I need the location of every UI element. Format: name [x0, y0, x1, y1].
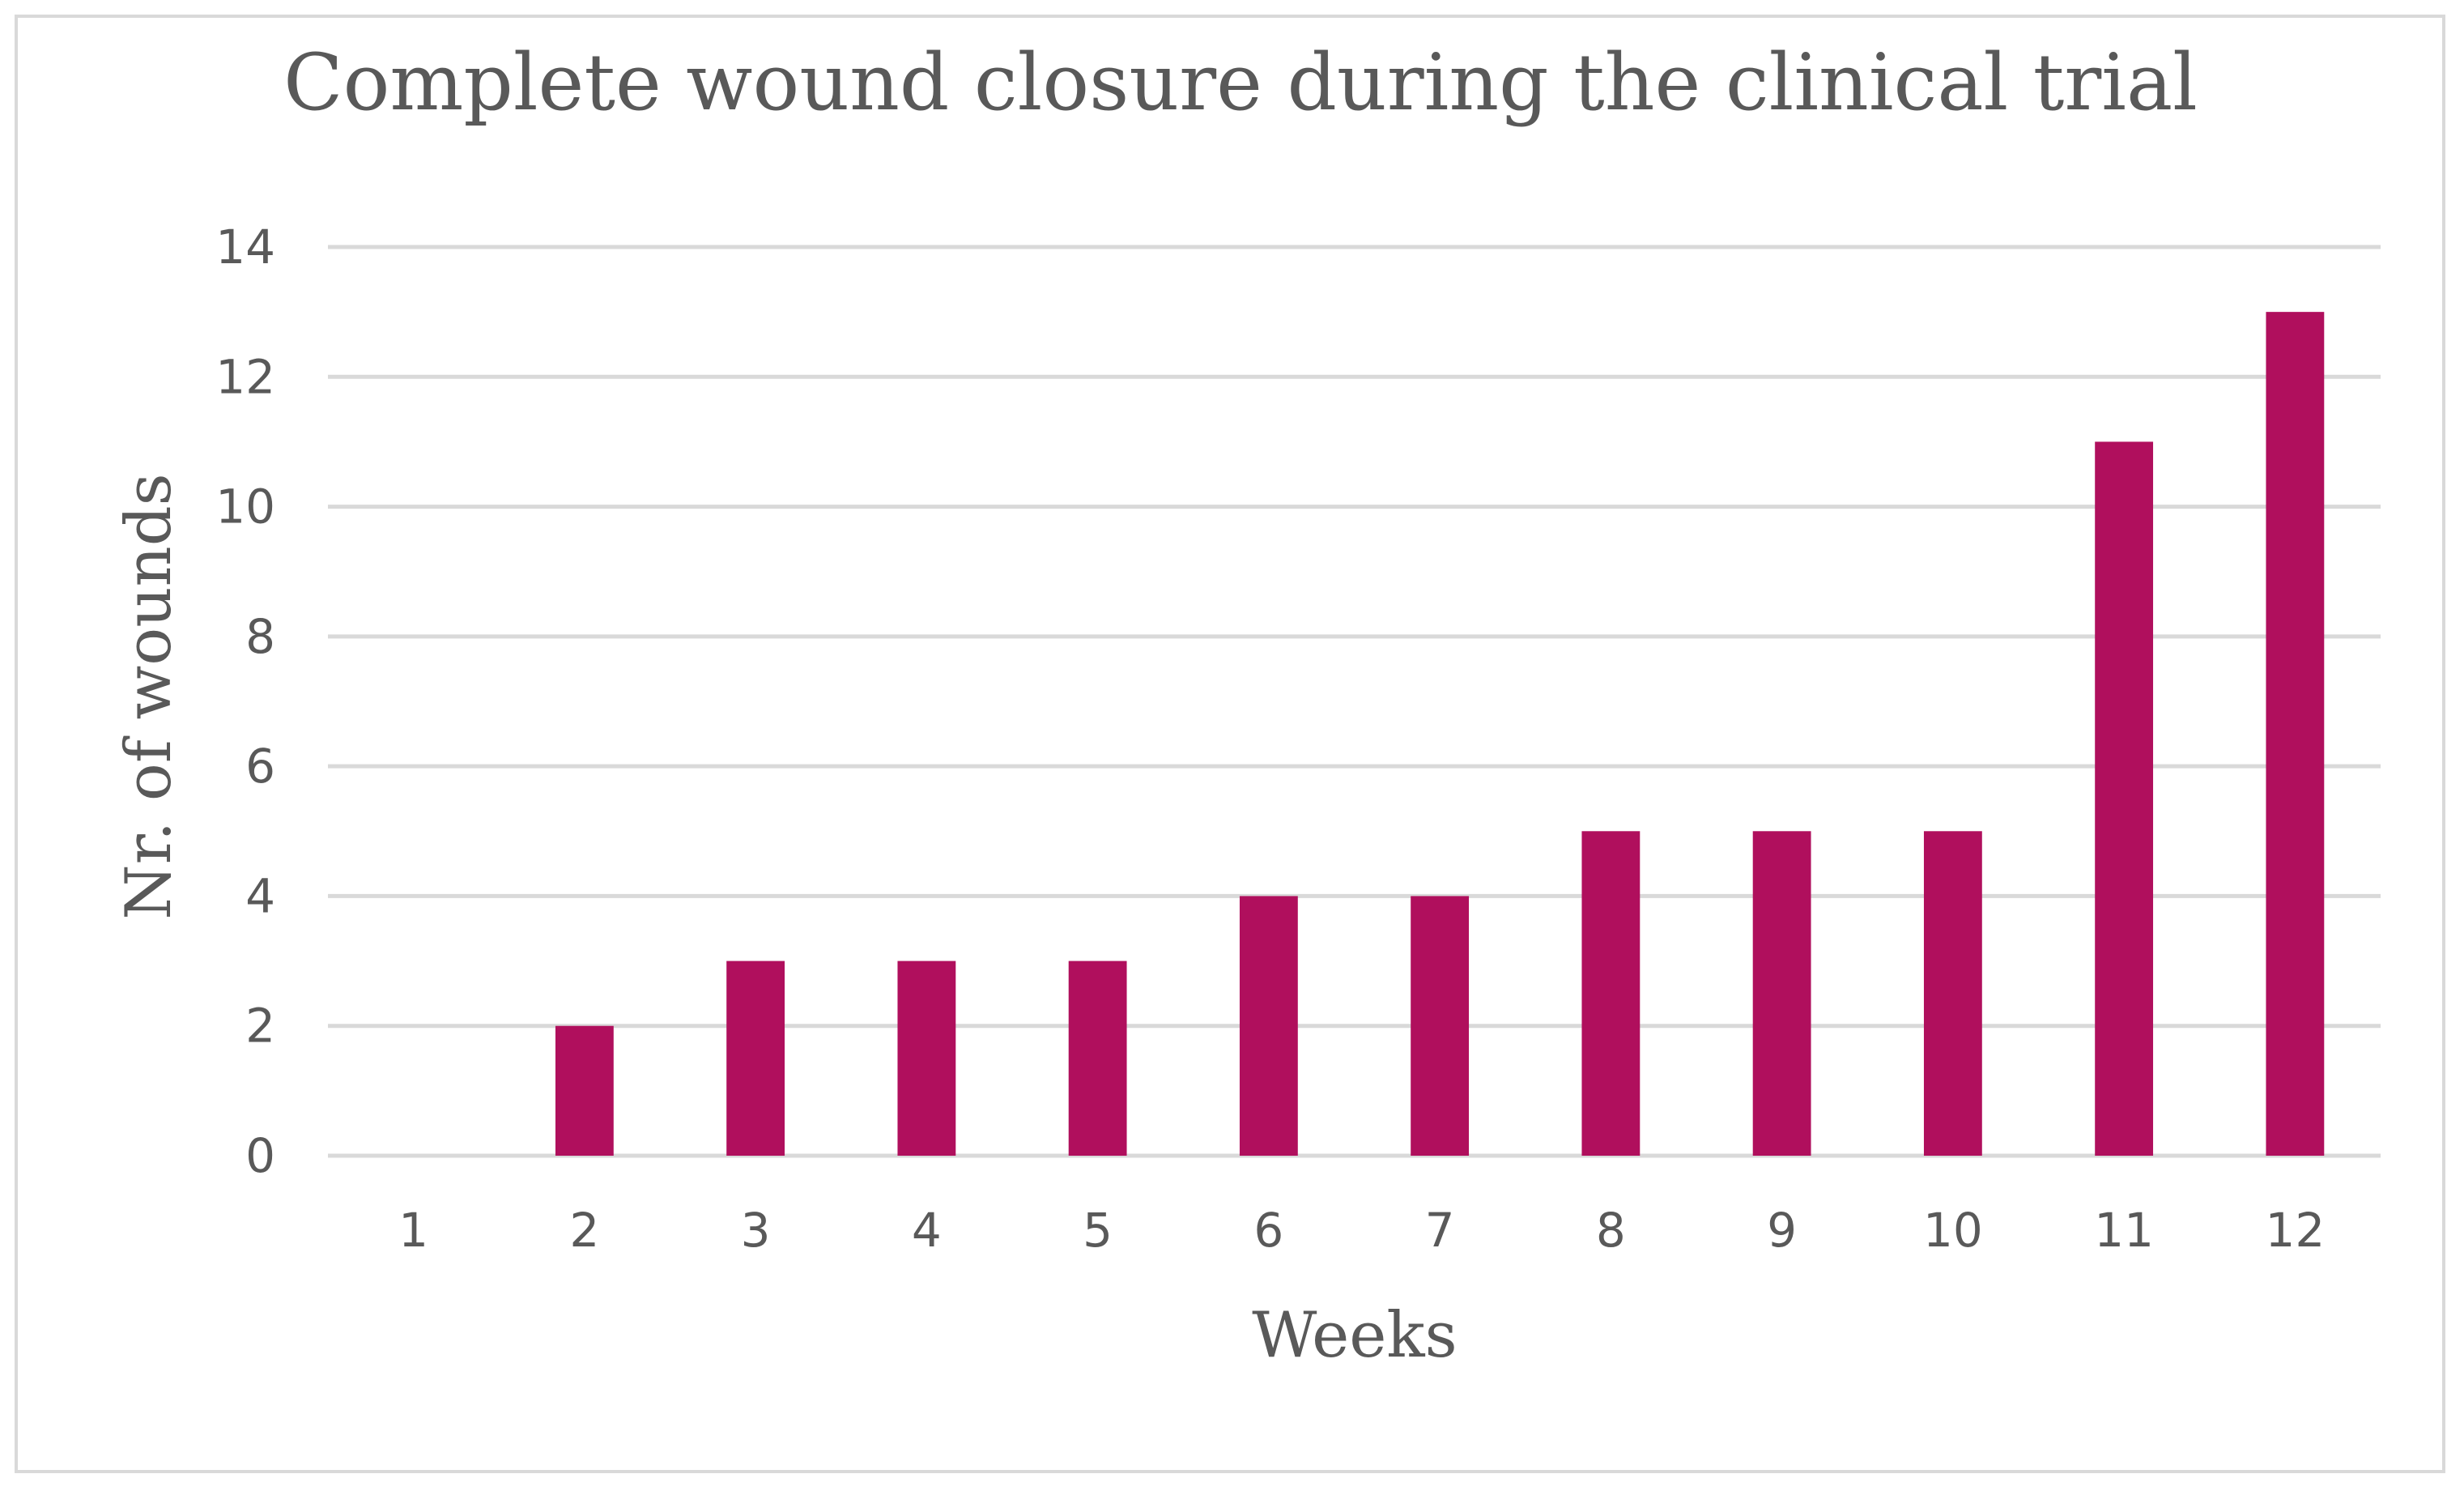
bar-week-10 [1923, 831, 1982, 1156]
x-tick-label: 10 [1923, 1203, 1983, 1258]
x-tick-label: 11 [2094, 1203, 2154, 1258]
bar-week-2 [555, 1025, 614, 1156]
bar-week-12 [2266, 312, 2325, 1157]
bar-week-8 [1581, 831, 1641, 1156]
x-axis-title: Weeks [1252, 1299, 1457, 1372]
bar-week-9 [1752, 831, 1811, 1156]
y-tick-label: 14 [215, 219, 275, 275]
x-tick-label: 6 [1253, 1203, 1283, 1258]
y-tick-label: 12 [215, 349, 275, 404]
bars [555, 312, 2325, 1157]
chart-title: Complete wound closure during the clinic… [283, 37, 2198, 128]
bar-week-11 [2095, 441, 2154, 1156]
bar-week-3 [726, 961, 785, 1156]
x-tick-label: 3 [741, 1203, 771, 1258]
bar-week-4 [897, 961, 956, 1156]
x-tick-label: 4 [912, 1203, 942, 1258]
x-tick-label: 8 [1596, 1203, 1626, 1258]
x-tick-label: 7 [1425, 1203, 1455, 1258]
bar-week-5 [1068, 961, 1127, 1156]
x-tick-label: 9 [1767, 1203, 1797, 1258]
chart-frame [15, 15, 2445, 1473]
x-tick-label: 2 [569, 1203, 599, 1258]
gridlines [328, 245, 2381, 1158]
bar-week-6 [1239, 896, 1298, 1156]
x-tick-label: 5 [1083, 1203, 1113, 1258]
x-tick-label: 1 [398, 1203, 428, 1258]
y-tick-label: 2 [245, 999, 275, 1054]
x-axis-ticks: 1 2 3 4 5 6 7 8 9 10 11 12 [398, 1203, 2325, 1258]
y-tick-label: 8 [245, 609, 275, 664]
bar-week-7 [1411, 896, 1470, 1156]
y-tick-label: 6 [245, 739, 275, 794]
y-tick-label: 0 [245, 1128, 275, 1183]
x-tick-label: 12 [2265, 1203, 2325, 1258]
y-axis-title: Nr. of wounds [113, 473, 185, 919]
y-tick-label: 4 [245, 868, 275, 923]
y-tick-label: 10 [215, 479, 275, 535]
y-axis-ticks: 0 2 4 6 8 10 12 14 [215, 219, 275, 1183]
